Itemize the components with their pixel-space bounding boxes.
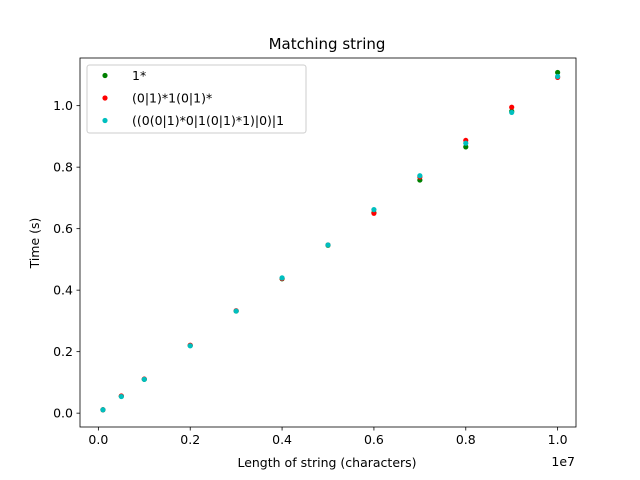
legend-entry-label: ((0(0|1)*0|1(0|1)*1)|0)|1 [132,113,284,128]
data-point [463,140,469,146]
x-tick-label: 1.0 [548,432,568,447]
chart-title: Matching string [269,35,386,53]
legend: 1* (0|1)*1(0|1)* ((0(0|1)*0|1(0|1)*1)|0)|1 [86,64,307,134]
legend-marker [102,72,108,79]
y-tick-label: 0.4 [53,283,73,298]
y-tick-label: 0.2 [53,344,73,359]
series-3 [100,73,561,413]
legend-entry-label: (0|1)*1(0|1)* [132,91,212,106]
data-point [325,242,331,248]
y-axis: 0.0 0.2 0.4 0.6 0.8 1.0 [53,98,80,421]
x-tick-label: 0.2 [180,432,200,447]
data-point [463,144,469,150]
data-point [141,376,147,382]
data-point [555,69,561,76]
data-point [279,275,285,281]
plot-frame [79,57,577,428]
x-axis: 0.0 0.2 0.4 0.6 0.8 1.0 [88,427,568,447]
x-axis-label: Length of string (characters) [237,455,416,470]
data-point [371,206,377,213]
y-tick-label: 0.6 [53,221,73,236]
x-tick-label: 0.0 [88,432,108,447]
x-axis-offset-label: 1e7 [551,454,575,469]
legend-entry-label: 1* [132,68,146,83]
data-point [509,104,515,110]
legend-marker [102,117,108,124]
x-tick-label: 0.4 [272,432,292,447]
y-tick-label: 0.8 [53,160,73,175]
data-point [417,173,423,179]
y-axis-label: Time (s) [27,218,42,270]
x-tick-label: 0.8 [456,432,476,447]
data-point [187,343,193,349]
data-point [100,407,106,413]
data-point [555,73,561,80]
data-point [118,393,124,400]
plot-area [79,57,577,428]
legend-box [86,64,307,134]
data-point [509,109,515,116]
data-point [371,210,377,216]
y-tick-label: 0.0 [53,406,73,421]
legend-marker [102,95,108,101]
data-points [100,69,561,413]
data-point [233,308,239,314]
x-tick-label: 0.6 [364,432,384,447]
y-tick-label: 1.0 [53,98,73,113]
